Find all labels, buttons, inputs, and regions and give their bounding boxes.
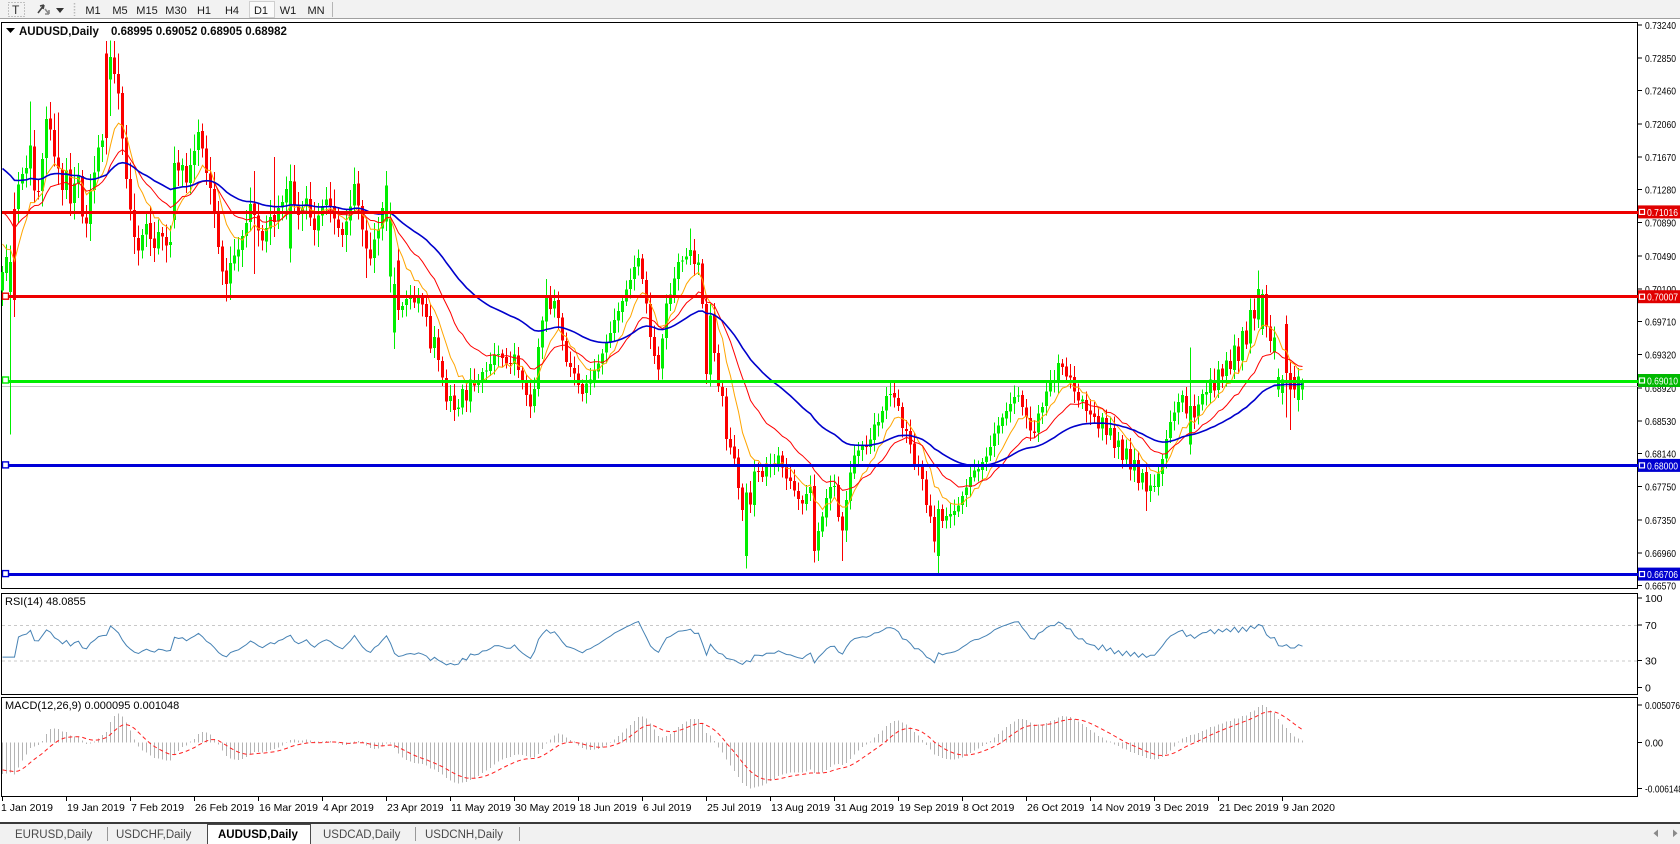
svg-text:0.72460: 0.72460 (1645, 86, 1676, 98)
svg-text:30: 30 (1645, 656, 1657, 668)
svg-text:30 May 2019: 30 May 2019 (515, 802, 576, 814)
svg-text:0.00: 0.00 (1645, 738, 1663, 750)
svg-text:11 May 2019: 11 May 2019 (451, 802, 511, 814)
svg-text:-0.006148: -0.006148 (1645, 784, 1680, 796)
svg-text:RSI(14) 48.0855: RSI(14) 48.0855 (5, 596, 86, 608)
svg-text:8 Oct 2019: 8 Oct 2019 (963, 802, 1015, 814)
svg-text:M30: M30 (165, 5, 186, 17)
svg-text:0.66960: 0.66960 (1645, 548, 1676, 560)
svg-text:26 Feb 2019: 26 Feb 2019 (195, 802, 254, 814)
svg-text:0.69320: 0.69320 (1645, 349, 1676, 361)
svg-text:0.71280: 0.71280 (1645, 185, 1676, 197)
svg-text:0.69710: 0.69710 (1645, 317, 1676, 329)
svg-text:0.71670: 0.71670 (1645, 152, 1676, 164)
svg-text:MACD(12,26,9) 0.000095 0.00104: MACD(12,26,9) 0.000095 0.001048 (5, 700, 179, 712)
svg-text:0.70890: 0.70890 (1645, 218, 1676, 230)
svg-text:H1: H1 (197, 5, 211, 17)
svg-text:13 Aug 2019: 13 Aug 2019 (771, 802, 830, 814)
svg-text:1 Jan 2019: 1 Jan 2019 (1, 802, 53, 814)
svg-text:0.67350: 0.67350 (1645, 515, 1676, 527)
svg-text:M5: M5 (112, 5, 127, 17)
svg-text:AUDUSD,Daily: AUDUSD,Daily (19, 26, 99, 38)
svg-text:0.67750: 0.67750 (1645, 481, 1676, 493)
svg-text:AUDUSD,Daily: AUDUSD,Daily (218, 829, 298, 841)
svg-text:USDCAD,Daily: USDCAD,Daily (323, 829, 401, 841)
svg-text:14 Nov 2019: 14 Nov 2019 (1091, 802, 1151, 814)
svg-text:H4: H4 (225, 5, 239, 17)
svg-text:0.66706: 0.66706 (1647, 569, 1678, 581)
svg-text:16 Mar 2019: 16 Mar 2019 (259, 802, 318, 814)
svg-text:0.71016: 0.71016 (1647, 207, 1678, 219)
svg-text:19 Jan 2019: 19 Jan 2019 (67, 802, 125, 814)
svg-text:7 Feb 2019: 7 Feb 2019 (131, 802, 184, 814)
svg-text:0.68000: 0.68000 (1647, 460, 1678, 472)
svg-text:0.005076: 0.005076 (1645, 700, 1680, 712)
svg-text:0.70007: 0.70007 (1647, 292, 1678, 304)
svg-text:26 Oct 2019: 26 Oct 2019 (1027, 802, 1084, 814)
svg-text:19 Sep 2019: 19 Sep 2019 (899, 802, 959, 814)
svg-text:0.70490: 0.70490 (1645, 251, 1676, 263)
svg-text:31 Aug 2019: 31 Aug 2019 (835, 802, 894, 814)
svg-text:0.72850: 0.72850 (1645, 53, 1676, 65)
svg-text:USDCHF,Daily: USDCHF,Daily (116, 829, 192, 841)
svg-text:M15: M15 (136, 5, 157, 17)
svg-text:EURUSD,Daily: EURUSD,Daily (15, 829, 93, 841)
svg-text:3 Dec 2019: 3 Dec 2019 (1155, 802, 1209, 814)
svg-text:0.72060: 0.72060 (1645, 119, 1676, 131)
svg-text:100: 100 (1645, 593, 1663, 605)
svg-text:0.73240: 0.73240 (1645, 20, 1676, 32)
svg-text:T: T (12, 3, 20, 17)
svg-text:0.68995 0.69052 0.68905 0.6898: 0.68995 0.69052 0.68905 0.68982 (111, 26, 287, 38)
svg-text:0.66570: 0.66570 (1645, 581, 1676, 593)
svg-text:D1: D1 (254, 5, 268, 17)
svg-text:0.69010: 0.69010 (1647, 376, 1678, 388)
svg-text:6 Jul 2019: 6 Jul 2019 (643, 802, 692, 814)
svg-text:9 Jan 2020: 9 Jan 2020 (1283, 802, 1335, 814)
svg-text:0.68530: 0.68530 (1645, 416, 1676, 428)
svg-text:USDCNH,Daily: USDCNH,Daily (425, 829, 503, 841)
svg-text:21 Dec 2019: 21 Dec 2019 (1219, 802, 1279, 814)
svg-text:M1: M1 (85, 5, 100, 17)
svg-text:23 Apr 2019: 23 Apr 2019 (387, 802, 444, 814)
svg-text:18 Jun 2019: 18 Jun 2019 (579, 802, 637, 814)
svg-text:4 Apr 2019: 4 Apr 2019 (323, 802, 374, 814)
svg-text:0.68140: 0.68140 (1645, 449, 1676, 461)
svg-text:MN: MN (307, 5, 324, 17)
svg-text:70: 70 (1645, 620, 1657, 632)
svg-text:25 Jul 2019: 25 Jul 2019 (707, 802, 761, 814)
svg-text:0: 0 (1645, 683, 1651, 695)
svg-text:W1: W1 (280, 5, 297, 17)
